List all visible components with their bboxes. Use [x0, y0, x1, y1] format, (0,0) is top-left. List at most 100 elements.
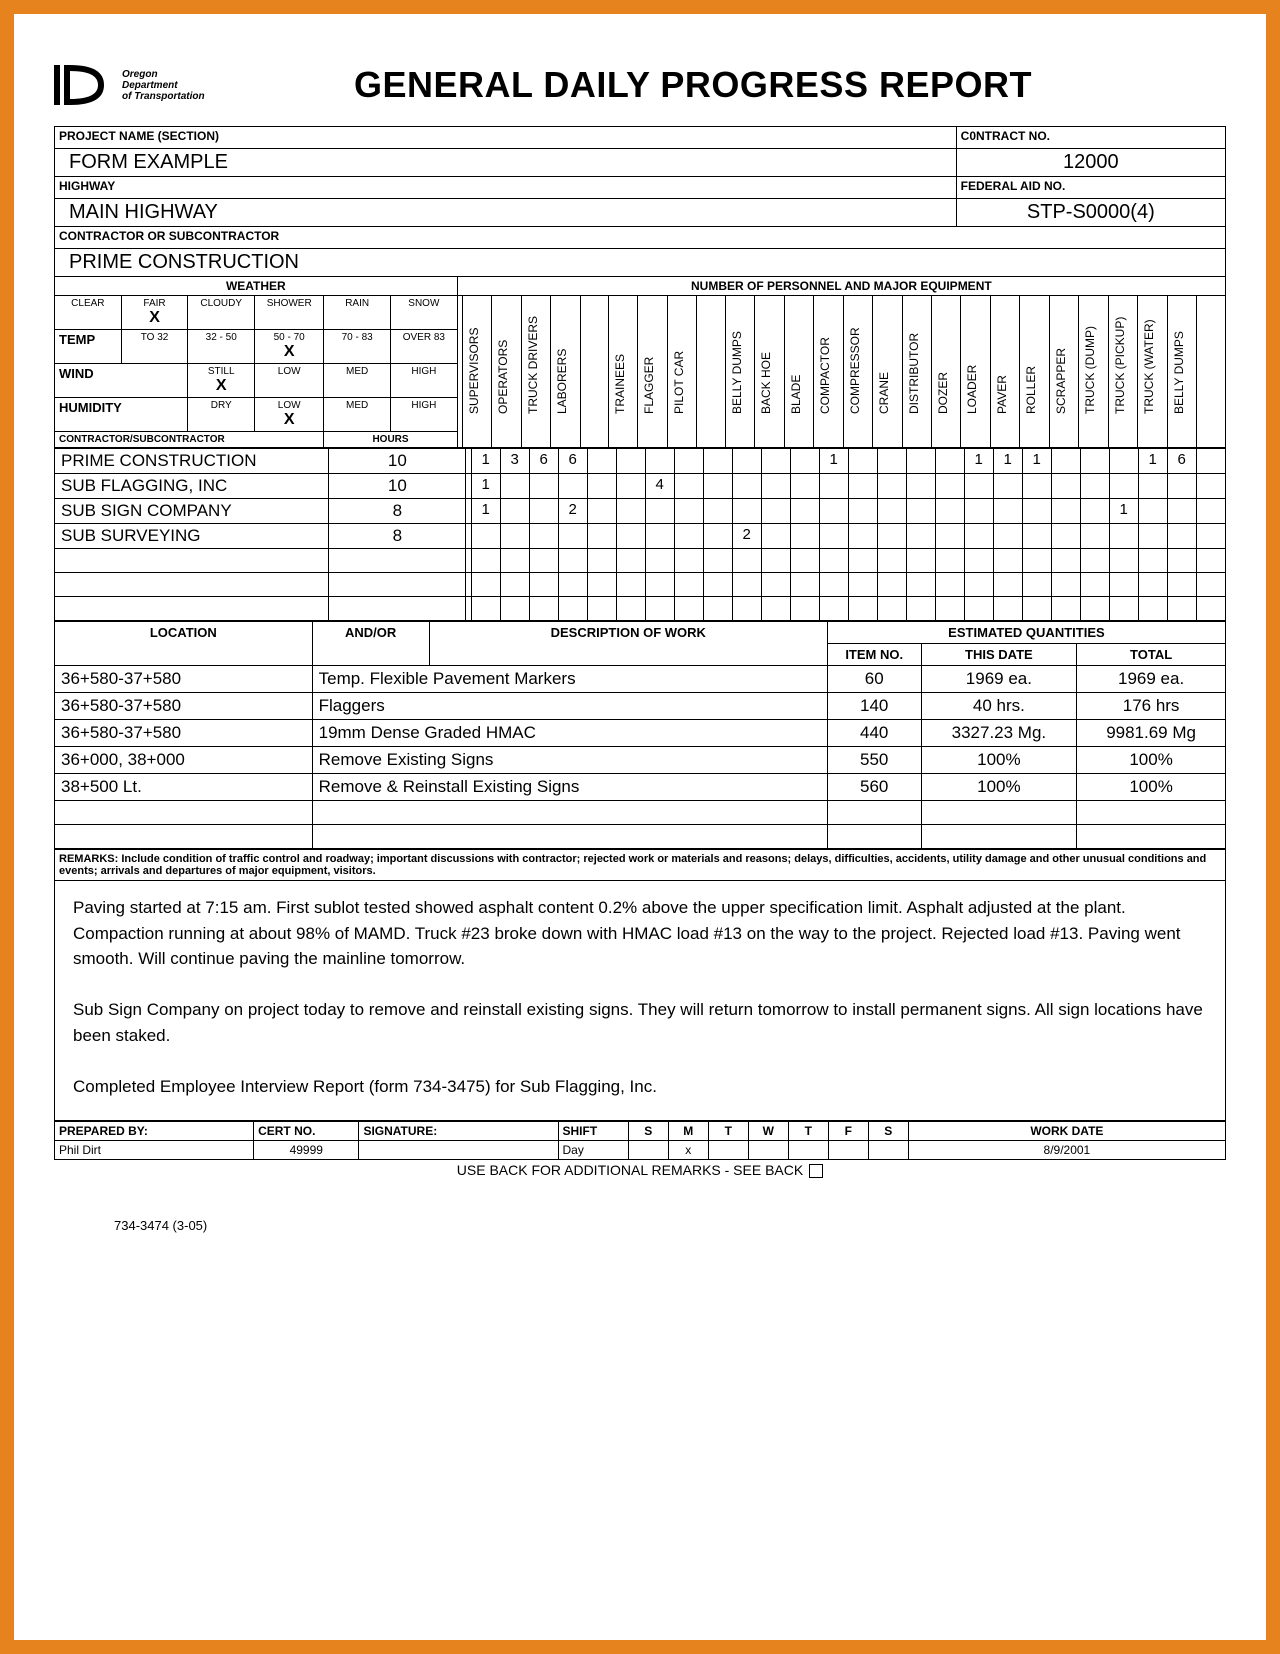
- work-total: [1077, 801, 1226, 825]
- personnel-cell: [1138, 499, 1167, 524]
- personnel-cell: [848, 524, 877, 549]
- personnel-cell: [848, 474, 877, 499]
- hours-label: HOURS: [324, 432, 457, 448]
- personnel-cell: [761, 573, 790, 597]
- personnel-cell: [1022, 597, 1051, 621]
- personnel-cell: [819, 573, 848, 597]
- personnel-cell: [1196, 449, 1225, 474]
- work-loc: 36+580-37+580: [55, 720, 313, 747]
- work-date: 100%: [921, 747, 1077, 774]
- humidity-range: LOWX: [255, 398, 324, 432]
- personnel-cell: [1196, 573, 1225, 597]
- personnel-cell: [1051, 597, 1080, 621]
- personnel-cell: [471, 524, 500, 549]
- personnel-cell: [993, 549, 1022, 573]
- work-loc: 38+500 Lt.: [55, 774, 313, 801]
- work-loc: [55, 801, 313, 825]
- personnel-cell: [1196, 474, 1225, 499]
- work-total: 9981.69 Mg: [1077, 720, 1226, 747]
- personnel-cell: [1080, 474, 1109, 499]
- personnel-cell: [819, 549, 848, 573]
- personnel-cell: [964, 499, 993, 524]
- work-item: 550: [827, 747, 921, 774]
- personnel-cell: [558, 549, 587, 573]
- personnel-cell: [703, 597, 732, 621]
- personnel-cell: [964, 597, 993, 621]
- wind-label: WIND: [55, 364, 188, 398]
- temp-range: OVER 83: [391, 330, 458, 364]
- work-date: [921, 801, 1077, 825]
- personnel-cell: [906, 474, 935, 499]
- work-desc: Flaggers: [312, 693, 827, 720]
- personnel-header: NUMBER OF PERSONNEL AND MAJOR EQUIPMENT: [457, 277, 1225, 296]
- personnel-cell: [877, 549, 906, 573]
- personnel-cell: [906, 597, 935, 621]
- personnel-cell: [529, 474, 558, 499]
- remarks-label: REMARKS: Include condition of traffic co…: [55, 850, 1226, 881]
- personnel-cell: 1: [471, 474, 500, 499]
- personnel-cell: [1022, 524, 1051, 549]
- work-total: 1969 ea.: [1077, 666, 1226, 693]
- personnel-cell: [848, 449, 877, 474]
- personnel-cell: [587, 573, 616, 597]
- personnel-cell: [993, 474, 1022, 499]
- day-hdr: S: [868, 1122, 908, 1141]
- personnel-cell: [529, 573, 558, 597]
- personnel-cell: [761, 474, 790, 499]
- contractor-hours: [329, 549, 466, 573]
- work-desc-hdr: DESCRIPTION OF WORK: [429, 622, 827, 666]
- work-desc: 19mm Dense Graded HMAC: [312, 720, 827, 747]
- personnel-cell: [558, 597, 587, 621]
- personnel-col-header: DOZER: [932, 296, 961, 448]
- personnel-cell: [645, 573, 674, 597]
- personnel-cell: [674, 449, 703, 474]
- work-item: 140: [827, 693, 921, 720]
- work-table: LOCATIONAND/ORDESCRIPTION OF WORKESTIMAT…: [54, 621, 1226, 849]
- personnel-data: PRIME CONSTRUCTION101366111116SUB FLAGGI…: [54, 448, 1226, 621]
- personnel-cell: [1167, 524, 1196, 549]
- humidity-range: DRY: [188, 398, 255, 432]
- personnel-cell: [1080, 524, 1109, 549]
- signature-value: [359, 1141, 558, 1160]
- personnel-cell: [732, 573, 761, 597]
- personnel-cell: [703, 573, 732, 597]
- personnel-cell: [1138, 524, 1167, 549]
- personnel-cell: [1138, 573, 1167, 597]
- personnel-cell: [1080, 449, 1109, 474]
- personnel-cell: [500, 573, 529, 597]
- contractor-hours: [329, 573, 466, 597]
- personnel-cell: [1022, 474, 1051, 499]
- sky-col: SHOWER: [255, 296, 324, 330]
- prepared-label: PREPARED BY:: [55, 1122, 254, 1141]
- personnel-col-header: [697, 296, 725, 448]
- work-date: 3327.23 Mg.: [921, 720, 1077, 747]
- personnel-cell: [587, 474, 616, 499]
- work-andor-hdr: AND/OR: [312, 622, 429, 666]
- personnel-cell: [1167, 597, 1196, 621]
- personnel-cell: [1109, 474, 1138, 499]
- highway-value: MAIN HIGHWAY: [55, 199, 957, 227]
- personnel-col-header: [1197, 296, 1226, 448]
- project-info-table: PROJECT NAME (SECTION) C0NTRACT NO. FORM…: [54, 126, 1226, 276]
- contractor-hours: 10: [329, 474, 466, 499]
- personnel-cell: 4: [645, 474, 674, 499]
- personnel-cell: [993, 499, 1022, 524]
- personnel-cell: 1: [1022, 449, 1051, 474]
- personnel-cell: [616, 573, 645, 597]
- personnel-cell: [1080, 597, 1109, 621]
- page-title: GENERAL DAILY PROGRESS REPORT: [354, 64, 1032, 106]
- personnel-cell: [761, 449, 790, 474]
- personnel-cell: [616, 549, 645, 573]
- day-cell: [748, 1141, 788, 1160]
- personnel-cell: [790, 524, 819, 549]
- prepared-value: Phil Dirt: [55, 1141, 254, 1160]
- personnel-cell: [964, 549, 993, 573]
- personnel-cell: [1167, 499, 1196, 524]
- sky-col: FAIRX: [121, 296, 188, 330]
- personnel-cell: [993, 573, 1022, 597]
- personnel-cell: [877, 499, 906, 524]
- subcontractor-label: CONTRACTOR/SUBCONTRACTOR: [55, 432, 324, 448]
- personnel-cell: [587, 549, 616, 573]
- personnel-cell: [1080, 573, 1109, 597]
- personnel-col-header: BLADE: [784, 296, 813, 448]
